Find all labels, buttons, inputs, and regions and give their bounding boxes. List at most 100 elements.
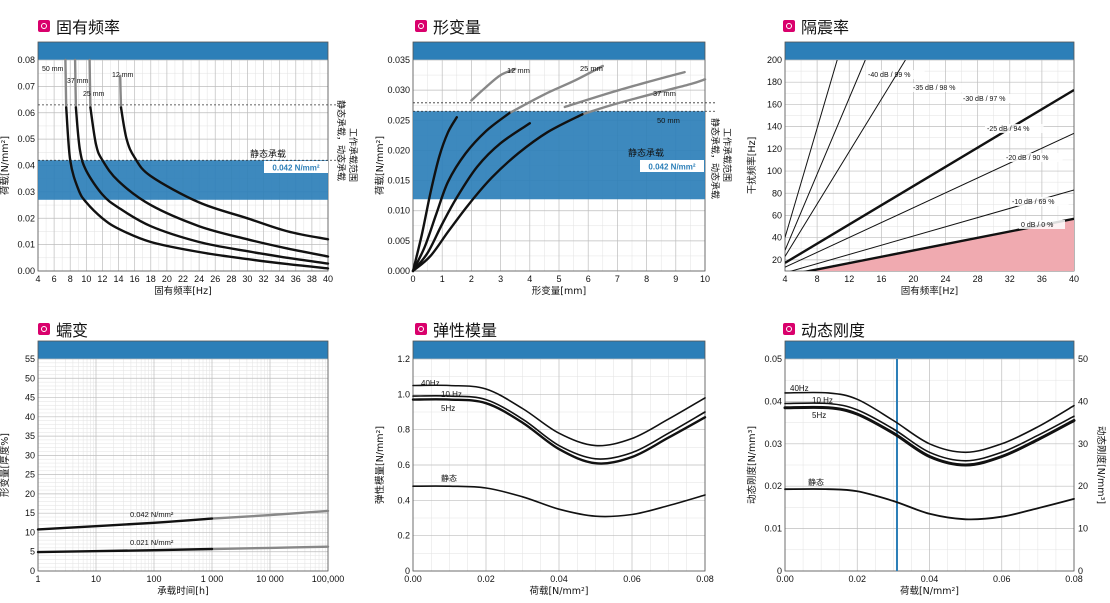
band-range-label: 工作承载范围 xyxy=(347,128,359,182)
x-tick-label: 3 xyxy=(498,274,503,284)
bullet-icon xyxy=(783,20,795,32)
x-tick-label: 20 xyxy=(908,274,918,284)
static-load-label: 静态承载 xyxy=(250,148,286,160)
y2-tick-label: 20 xyxy=(1078,481,1088,491)
x-tick-label: 4 xyxy=(35,274,40,284)
x-tick-label: 0.06 xyxy=(993,574,1011,584)
curve-50mm-upper xyxy=(64,58,68,109)
series-label: 12 mm xyxy=(112,72,134,79)
isolation-line xyxy=(785,88,1074,264)
panel-deformation: 形变量 xyxy=(370,0,740,300)
x-tick-label: 12 xyxy=(844,274,854,284)
x-tick-label: 40 xyxy=(323,274,333,284)
header-bar xyxy=(785,341,1074,359)
y-tick-label: 0.020 xyxy=(387,145,410,155)
chart-title: 蠕变 xyxy=(56,321,89,340)
x-tick-label: 1 xyxy=(440,274,445,284)
chart-title: 隔震率 xyxy=(801,18,850,37)
y-tick-label: 40 xyxy=(772,233,782,243)
y-axis-label: 荷载[N/mm²] xyxy=(374,136,386,195)
curve-50mm xyxy=(65,106,330,270)
x-tick-label: 4 xyxy=(527,274,532,284)
x-tick-label: 16 xyxy=(876,274,886,284)
series-label: 40Hz xyxy=(421,379,440,388)
x-tick-label: 0.02 xyxy=(477,574,495,584)
curve-10Hz xyxy=(412,395,706,460)
curve-静态 xyxy=(412,485,706,518)
x-tick-label: 1 xyxy=(35,574,40,584)
y-tick-label: 0.06 xyxy=(17,108,35,118)
y-tick-label: 40 xyxy=(25,412,35,422)
series-label: 10 Hz xyxy=(812,396,833,405)
label-bg xyxy=(985,124,1044,133)
panel-dynamic-stiffness: 动态刚度 xyxy=(740,303,1110,603)
plot-frame xyxy=(37,41,329,272)
y-tick-label: 0.030 xyxy=(387,85,410,95)
y-tick-label: 0.04 xyxy=(17,161,35,171)
chart-natfreq: 4 6 8 10 12 14 16 18 20 22 24 26 28 30 32 34 36 38 40 0.00 0… xyxy=(0,41,359,297)
x-tick-label: 100,000 xyxy=(312,574,345,584)
curve-25mm xyxy=(411,111,511,273)
static-load-value: 0.042 N/mm² xyxy=(648,163,695,172)
curve-0021Nmm-extrapolated xyxy=(210,545,330,551)
panel-creep: 蠕变 xyxy=(0,303,370,603)
series-label: 0.021 N/mm² xyxy=(130,538,174,547)
series-label: 静态 xyxy=(441,473,457,483)
y-tick-label: 80 xyxy=(772,188,782,198)
panel-title: 蠕变 xyxy=(38,317,88,341)
y-tick-label: 0.035 xyxy=(387,55,410,65)
panel-title: 形变量 xyxy=(415,14,481,38)
label-bg xyxy=(1019,220,1065,229)
static-load-label: 静态承载 xyxy=(628,147,664,159)
chart-dynstiff: 0.00 0.02 0.04 0.06 0.0800.010.020.030.040.0… xyxy=(746,340,1107,597)
x-tick-label: 8 xyxy=(815,274,820,284)
curve-50mm xyxy=(411,113,584,273)
y-tick-label: 0.000 xyxy=(387,266,410,276)
y-axis-label: 动态刚度[N/mm³] xyxy=(746,426,758,504)
y-tick-label: 1.2 xyxy=(397,354,410,364)
chart-deform: 0 1 2 3 4 5 6 7 8 9 10 0.000 0.005 0.010 0.015 0.020 0.0… xyxy=(374,41,733,297)
isolation-line xyxy=(785,60,906,257)
chart-creep: 1 10 100 1 000 10 000 100,000 0 5 10 15 20 25 30 35 40… xyxy=(0,340,345,597)
series-label: 12 mm xyxy=(507,66,530,75)
x-tick-label: 10 xyxy=(700,274,710,284)
curve-40Hz xyxy=(412,384,706,447)
x-tick-label: 0.00 xyxy=(776,574,794,584)
header-bar xyxy=(785,42,1074,60)
y2-tick-label: 0 xyxy=(1078,566,1083,576)
series-label: 5Hz xyxy=(812,411,826,420)
label-bg xyxy=(961,94,1020,103)
y-tick-label: 0.03 xyxy=(17,187,35,197)
chart-modulus: 0.00 0.02 0.04 0.06 0.08 0 0.2 0.4 0.6 0.8 1.0 1.2 荷… xyxy=(374,340,714,597)
chart-isolation: 4 8 12 16 20 24 28 32 36 40 20 40 60 80 100 120 140 160 18… xyxy=(746,41,1079,297)
x-tick-label: 32 xyxy=(259,274,269,284)
curve-40Hz xyxy=(784,391,1075,454)
panel-title: 固有频率 xyxy=(38,14,120,38)
x-tick-label: 10 xyxy=(81,274,91,284)
y-tick-label: 20 xyxy=(772,255,782,265)
y2-tick-label: 10 xyxy=(1078,524,1088,534)
value-box xyxy=(264,161,328,173)
x-tick-label: 0.08 xyxy=(696,574,714,584)
curve-37mm-upper xyxy=(563,70,686,109)
x-tick-label: 36 xyxy=(291,274,301,284)
x-axis-label: 固有频率[Hz] xyxy=(154,285,212,297)
chart-title: 固有频率 xyxy=(56,18,121,37)
curve-5Hz xyxy=(411,398,707,465)
x-tick-label: 0.02 xyxy=(848,574,866,584)
panel-isolation: 隔震率 xyxy=(740,0,1110,300)
y-tick-label: 0.03 xyxy=(764,439,782,449)
x-tick-label: 20 xyxy=(162,274,172,284)
y-axis-label: 干扰频率[Hz] xyxy=(746,137,758,195)
x-tick-label: 22 xyxy=(178,274,188,284)
series-label: -25 dB / 94 % xyxy=(987,126,1029,133)
y-tick-label: 0.2 xyxy=(397,531,410,541)
curve-0042Nmm xyxy=(36,517,214,531)
y-tick-label: 0 xyxy=(30,566,35,576)
y-tick-label: 0.07 xyxy=(17,81,35,91)
x-tick-label: 0.04 xyxy=(550,574,568,584)
bullet-icon xyxy=(38,323,50,335)
header-bar xyxy=(38,341,328,359)
chart-title: 弹性模量 xyxy=(433,321,498,340)
